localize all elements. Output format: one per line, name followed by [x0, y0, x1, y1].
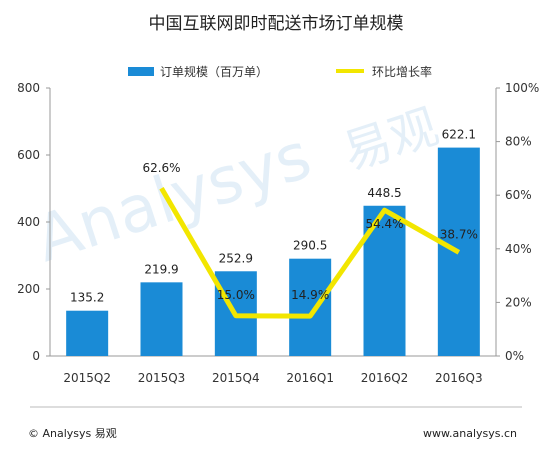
growth-series — [159, 186, 461, 319]
y-right-tick-label: 20% — [505, 295, 532, 309]
y-left-tick-label: 400 — [17, 215, 40, 229]
x-tick-label: 2016Q1 — [286, 371, 334, 385]
y-right-tick-label: 0% — [505, 349, 524, 363]
growth-value-label: 15.0% — [217, 288, 255, 302]
x-tick-label: 2015Q4 — [212, 371, 260, 385]
growth-value-label: 54.4% — [365, 217, 403, 231]
bar-value-label: 252.9 — [219, 251, 253, 265]
x-axis-tick-labels: 2015Q2 2015Q3 2015Q4 2016Q1 2016Q2 2016Q3 — [63, 371, 482, 385]
legend-label-line: 环比增长率 — [372, 64, 432, 79]
footer-url: www.analysys.cn — [423, 427, 517, 440]
y-right-tick-label: 60% — [505, 188, 532, 202]
x-tick-label: 2015Q2 — [63, 371, 111, 385]
bar — [140, 282, 183, 356]
bar-value-label: 135.2 — [70, 291, 104, 305]
y-right-tick-label: 40% — [505, 242, 532, 256]
y-right-tick-label: 100% — [505, 81, 539, 95]
y-left-tick-label: 200 — [17, 282, 40, 296]
growth-value-label: 38.7% — [440, 227, 478, 241]
legend-swatch-bar — [128, 67, 154, 76]
bar-value-labels: 135.2 219.9 252.9 290.5 448.5 622.1 — [70, 128, 476, 305]
y-left-tick-label: 600 — [17, 148, 40, 162]
bar — [289, 258, 332, 356]
chart-title: 中国互联网即时配送市场订单规模 — [149, 14, 404, 34]
x-tick-label: 2016Q2 — [361, 371, 409, 385]
bar-series — [66, 147, 480, 356]
growth-value-label: 14.9% — [291, 288, 329, 302]
bar-value-label: 622.1 — [442, 128, 476, 142]
growth-line — [159, 186, 461, 319]
watermark-brand: Analysys — [27, 119, 320, 277]
bar-value-label: 290.5 — [293, 239, 327, 253]
growth-value-label: 62.6% — [142, 161, 180, 175]
y-right-tick-label: 80% — [505, 135, 532, 149]
growth-value-labels: 62.6% 15.0% 14.9% 54.4% 38.7% — [142, 161, 477, 302]
y-left-tick-label: 0 — [32, 349, 40, 363]
y-axis-right-ticks: 0% 20% 40% 60% 80% 100% — [496, 81, 539, 363]
bar-value-label: 219.9 — [144, 262, 178, 276]
bar — [66, 310, 109, 356]
watermark-chinese: 易观 — [336, 98, 445, 181]
x-tick-label: 2016Q3 — [435, 371, 483, 385]
x-tick-label: 2015Q3 — [138, 371, 186, 385]
legend: 订单规模（百万单） 环比增长率 — [128, 64, 432, 79]
y-left-tick-label: 800 — [17, 81, 40, 95]
footer-copyright: © Analysys 易观 — [28, 427, 117, 440]
bar-value-label: 448.5 — [367, 186, 401, 200]
y-axis-left-ticks: 0 200 400 600 800 — [17, 81, 50, 363]
legend-label-bar: 订单规模（百万单） — [160, 64, 268, 79]
